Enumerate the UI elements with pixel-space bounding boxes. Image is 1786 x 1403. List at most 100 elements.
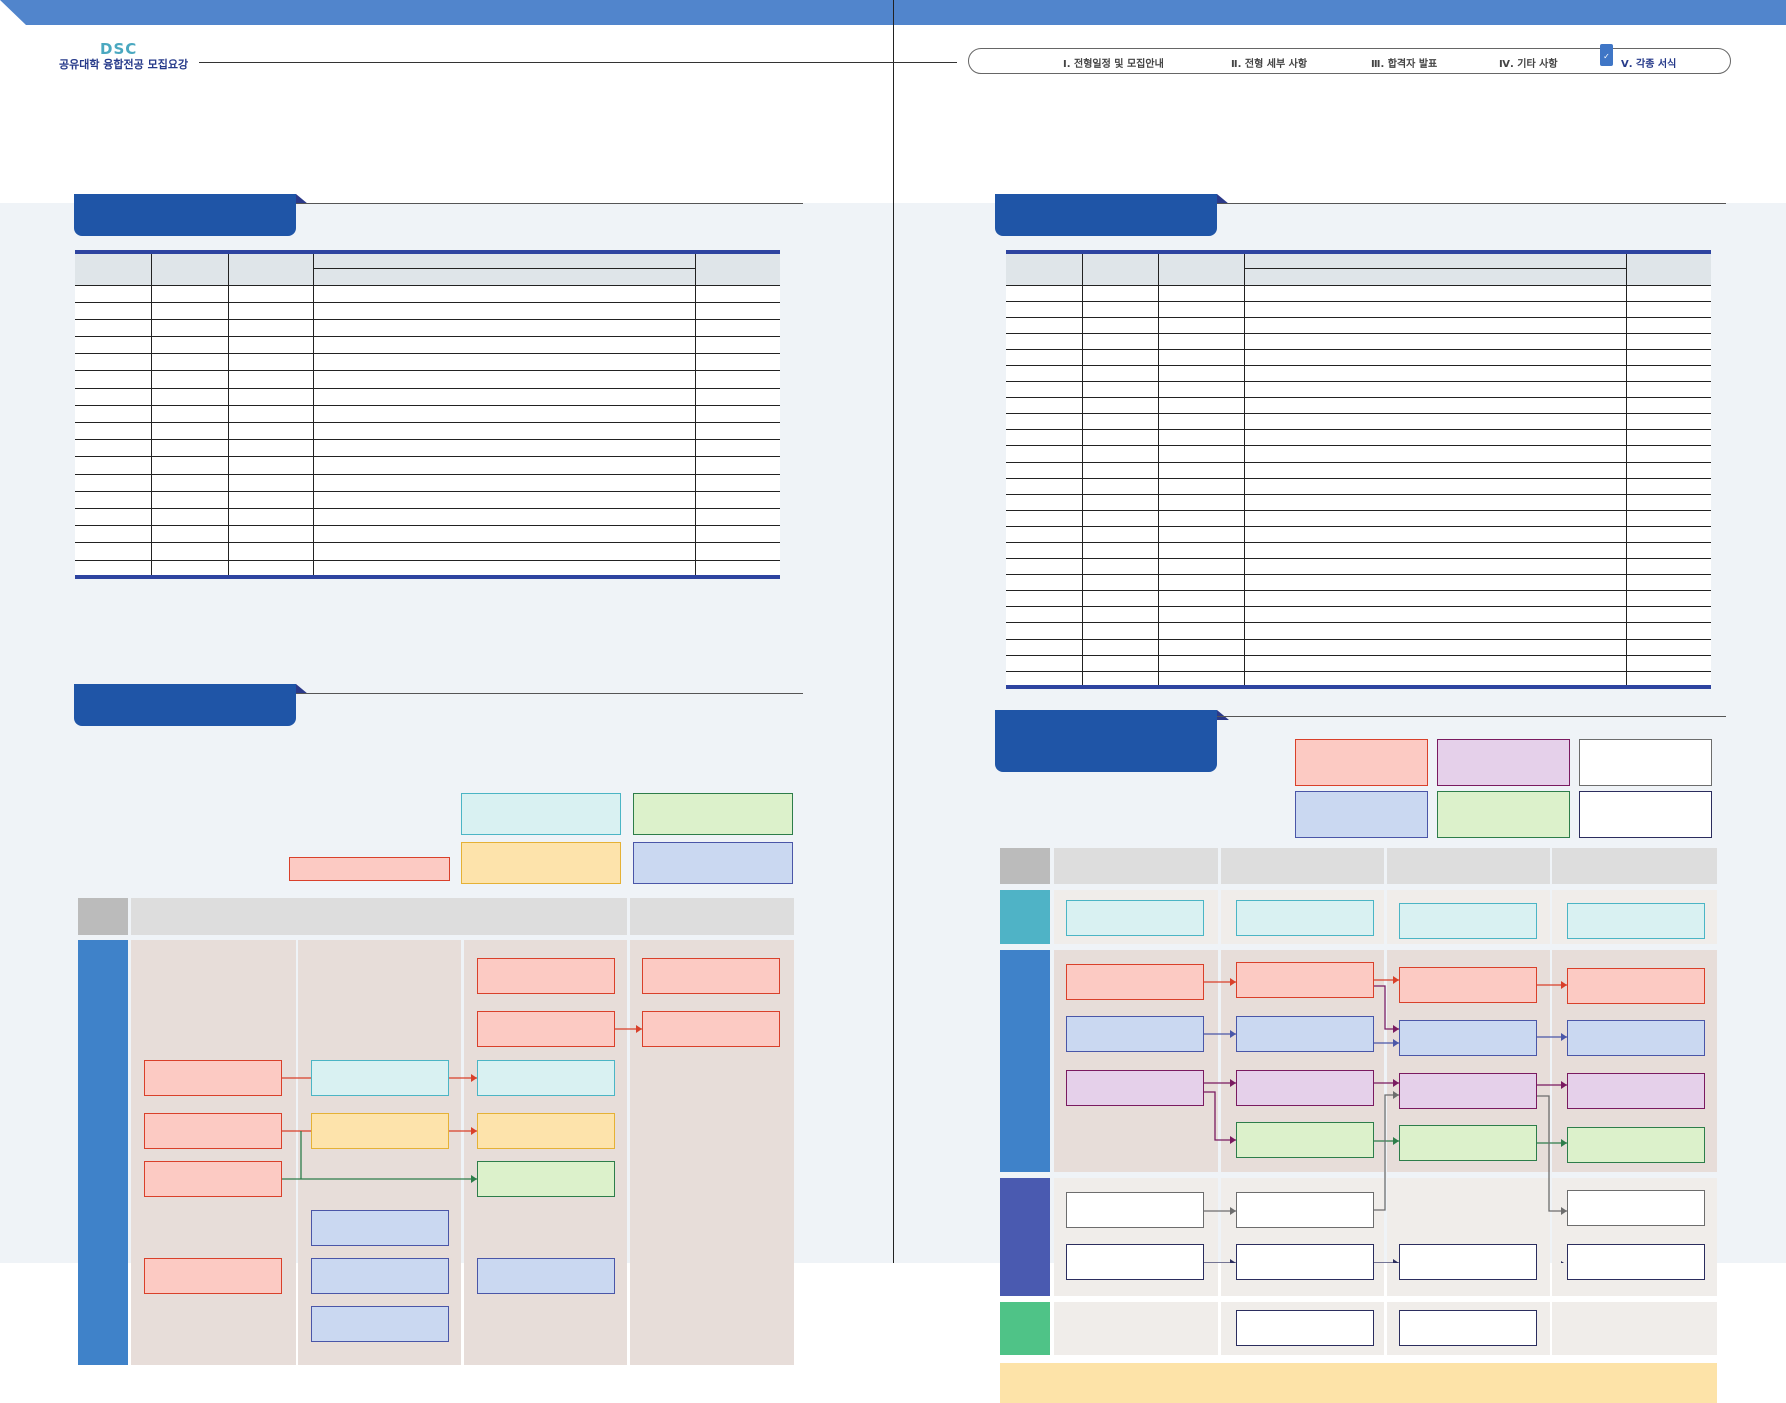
flow-box-green bbox=[1399, 1125, 1537, 1161]
nav-item-4[interactable]: Ⅳ. 기타 사항 bbox=[1499, 59, 1558, 70]
arrowhead-icon bbox=[1393, 976, 1399, 984]
arrowhead-icon bbox=[471, 1175, 477, 1183]
flow-box-red bbox=[144, 1258, 282, 1294]
section-rule bbox=[296, 693, 803, 694]
lane-header bbox=[131, 898, 627, 935]
flow-box-blue bbox=[311, 1306, 449, 1342]
arrowhead-icon bbox=[1561, 1139, 1567, 1147]
flow-box-cyan bbox=[1399, 903, 1537, 939]
arrowhead-icon bbox=[1393, 1039, 1399, 1047]
flow-box-blue bbox=[1399, 1020, 1537, 1056]
header-cell bbox=[227, 251, 314, 286]
header-cell bbox=[1157, 251, 1245, 286]
header-cell bbox=[1243, 251, 1627, 269]
table-row bbox=[75, 542, 780, 561]
flow-box-red bbox=[642, 1011, 780, 1047]
table-row bbox=[1006, 381, 1711, 399]
flow-box-blue bbox=[1567, 1020, 1705, 1056]
flow-box-green bbox=[477, 1161, 615, 1197]
arrowhead-icon bbox=[1561, 981, 1567, 989]
header-rule bbox=[199, 62, 957, 63]
header-cell bbox=[75, 251, 152, 286]
table-cell bbox=[694, 542, 780, 561]
legend-blue bbox=[633, 842, 793, 884]
section-rule bbox=[1217, 203, 1726, 204]
flow-box-red bbox=[642, 958, 780, 994]
flow-box-blue bbox=[1236, 1016, 1374, 1052]
table-row bbox=[1006, 284, 1711, 302]
connector-white bbox=[1537, 1095, 1567, 1212]
flow-box-red bbox=[477, 958, 615, 994]
tab-corner bbox=[296, 194, 308, 204]
flow-box-white bbox=[1236, 1192, 1374, 1228]
arrowhead-icon bbox=[471, 1074, 477, 1082]
header-cell bbox=[1006, 251, 1083, 286]
connector-white bbox=[1374, 1094, 1399, 1211]
tab-corner bbox=[1217, 194, 1229, 204]
flow-box-green bbox=[1567, 1127, 1705, 1163]
table-row bbox=[1006, 429, 1711, 447]
table-row bbox=[75, 559, 780, 578]
lane-cell bbox=[1054, 1302, 1218, 1355]
flow-box-purple bbox=[1236, 1070, 1374, 1106]
flow-box-red bbox=[1567, 968, 1705, 1004]
legend-purple bbox=[1437, 739, 1570, 786]
nav-item-5[interactable]: Ⅴ. 각종 서식 bbox=[1621, 59, 1677, 70]
header-cell bbox=[1625, 251, 1711, 286]
bookmark-check-icon: ✓ bbox=[1600, 44, 1613, 66]
flow-box-purple bbox=[1066, 1070, 1204, 1106]
flow-box-red bbox=[144, 1113, 282, 1149]
flow-box-yellow bbox=[311, 1113, 449, 1149]
table-row bbox=[75, 525, 780, 544]
table-cell bbox=[1625, 670, 1711, 688]
table-row bbox=[1006, 413, 1711, 431]
lane-header-corner bbox=[78, 898, 128, 935]
tab-corner bbox=[296, 684, 308, 694]
section-tab-left-2 bbox=[74, 684, 296, 726]
lane-header bbox=[1387, 848, 1550, 884]
table-cell bbox=[694, 559, 780, 578]
right-table bbox=[1006, 250, 1711, 690]
table-row bbox=[75, 370, 780, 389]
lane-label bbox=[1000, 950, 1050, 1172]
flow-box-blue bbox=[477, 1258, 615, 1294]
section-tab-left-1 bbox=[74, 194, 296, 236]
header-subcell bbox=[313, 267, 695, 286]
lane-header bbox=[630, 898, 794, 935]
flow-box-white bbox=[1066, 1192, 1204, 1228]
table-row bbox=[75, 490, 780, 509]
flow-box-blue bbox=[1066, 1016, 1204, 1052]
arrowhead-icon bbox=[1230, 1207, 1236, 1215]
flow-box-cyan bbox=[311, 1060, 449, 1096]
nav-item-1[interactable]: Ⅰ. 전형일정 및 모집안내 bbox=[1063, 59, 1164, 70]
flow-box-yellow bbox=[477, 1113, 615, 1149]
table-row bbox=[1006, 654, 1711, 672]
table-row bbox=[1006, 477, 1711, 495]
connector-purple bbox=[1374, 985, 1399, 1030]
section-rule bbox=[296, 203, 803, 204]
legend-red bbox=[1295, 739, 1428, 786]
flow-box-red bbox=[144, 1161, 282, 1197]
table-row bbox=[1006, 525, 1711, 544]
legend-green bbox=[633, 793, 793, 835]
flow-box-blue bbox=[311, 1258, 449, 1294]
nav-item-2[interactable]: Ⅱ. 전형 세부 사항 bbox=[1231, 59, 1308, 70]
table-row bbox=[1006, 397, 1711, 415]
arrowhead-icon bbox=[471, 1127, 477, 1135]
nav-item-3[interactable]: Ⅲ. 합격자 발표 bbox=[1371, 59, 1438, 70]
document-subtitle: 공유대학 융합전공 모집요강 bbox=[59, 58, 189, 71]
table-cell bbox=[694, 507, 780, 527]
flow-box-red bbox=[477, 1011, 615, 1047]
connector-purple bbox=[1204, 1091, 1236, 1141]
lane-header-corner bbox=[1000, 848, 1050, 884]
lane-label bbox=[1000, 890, 1050, 944]
table-row bbox=[1006, 574, 1711, 592]
tab-corner bbox=[1217, 710, 1229, 720]
flow-box-cyan bbox=[1066, 900, 1204, 936]
arrowhead-icon bbox=[1561, 1207, 1567, 1215]
table-row bbox=[1006, 670, 1711, 688]
legend-navy bbox=[1579, 791, 1712, 838]
flow-box-purple bbox=[1399, 1073, 1537, 1109]
arrowhead-icon bbox=[636, 1025, 642, 1033]
lane-cell bbox=[1552, 1302, 1717, 1355]
